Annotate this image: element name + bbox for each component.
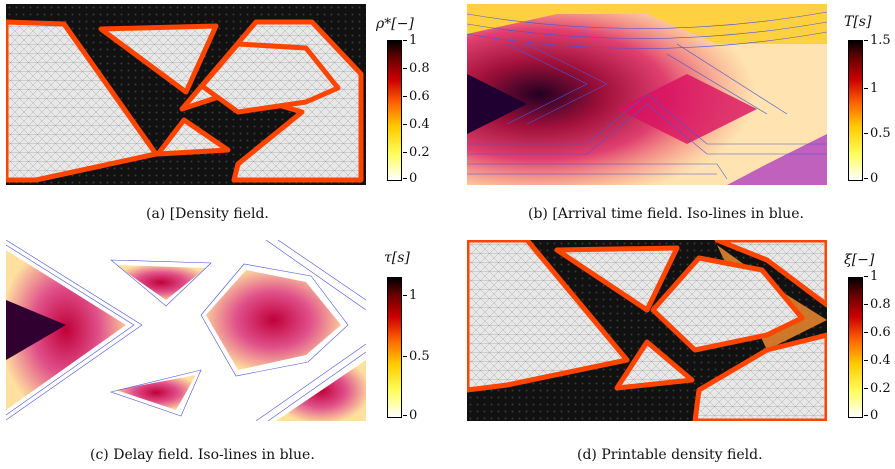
colorbar-d — [848, 277, 863, 418]
colorbar-tick: 0.8 — [403, 61, 430, 76]
colorbar-tick: 1 — [402, 33, 418, 48]
colorbar-tick: 1 — [402, 288, 418, 303]
arrival-time-field-image — [467, 4, 827, 185]
caption-b: (b) [Arrival time field. Iso-lines in bl… — [528, 206, 804, 222]
colorbar-tick: 0.4 — [864, 353, 891, 368]
colorbar-c — [387, 277, 402, 418]
colorbar-title-a: ρ*[−] — [376, 16, 414, 32]
colorbar-tick: 0.2 — [864, 381, 891, 396]
colorbar-tick: 0.4 — [403, 117, 430, 132]
colorbar-title-d: ξ[−] — [844, 252, 875, 268]
colorbar-tick: 0 — [402, 171, 418, 186]
colorbar-tick: 0.8 — [864, 297, 891, 312]
caption-d: (d) Printable density field. — [577, 447, 763, 463]
colorbar-tick: 0.5 — [403, 349, 430, 364]
colorbar-tick: 0.5 — [864, 126, 891, 141]
density-field-image — [6, 4, 366, 185]
colorbar-tick: 0.2 — [403, 145, 430, 160]
caption-c: (c) Delay field. Iso-lines in blue. — [90, 447, 315, 463]
colorbar-tick: 0 — [863, 408, 879, 423]
caption-a: (a) [Density field. — [146, 206, 269, 222]
colorbar-tick: 0.6 — [403, 89, 430, 104]
colorbar-tick: 1.5 — [864, 33, 891, 48]
colorbar-b — [848, 40, 863, 181]
colorbar-a — [387, 40, 402, 181]
colorbar-title-c: τ[s] — [384, 250, 410, 266]
colorbar-tick: 0.6 — [864, 325, 891, 340]
colorbar-tick: 1 — [863, 269, 879, 284]
colorbar-tick: 0 — [402, 408, 418, 423]
colorbar-tick: 0 — [863, 171, 879, 186]
printable-density-field-image — [467, 240, 827, 421]
colorbar-tick: 1 — [863, 81, 879, 96]
delay-field-image — [6, 240, 366, 421]
colorbar-title-b: T[s] — [844, 14, 872, 30]
